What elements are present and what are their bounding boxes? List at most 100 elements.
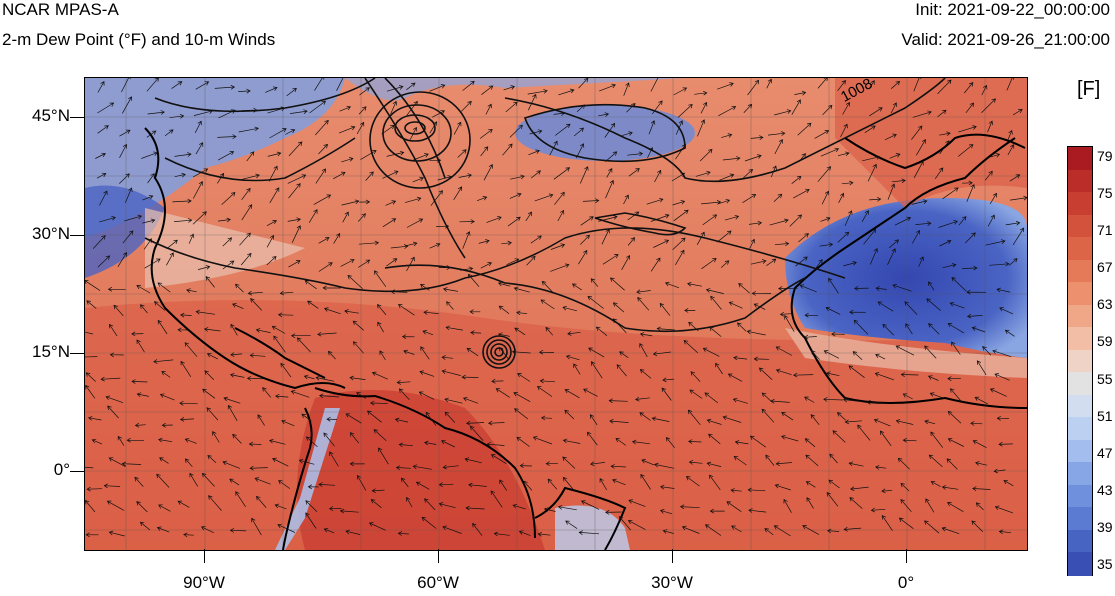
wind-arrow bbox=[490, 454, 507, 464]
wind-arrow bbox=[539, 378, 555, 384]
wind-arrow bbox=[887, 183, 896, 200]
wind-arrow bbox=[164, 129, 174, 137]
wind-arrow bbox=[747, 487, 766, 493]
wind-arrow bbox=[425, 411, 437, 426]
wind-arrow bbox=[453, 121, 462, 135]
wind-arrow bbox=[902, 393, 913, 400]
wind-arrow bbox=[789, 214, 802, 227]
wind-arrow bbox=[540, 299, 555, 310]
wind-arrow bbox=[562, 476, 576, 492]
wind-arrow bbox=[241, 204, 253, 221]
wind-arrow bbox=[897, 457, 910, 470]
wind-arrow bbox=[106, 500, 125, 511]
northern-dry-band bbox=[345, 78, 685, 101]
wind-arrow bbox=[441, 369, 461, 376]
wind-arrow bbox=[837, 231, 850, 243]
wind-arrow bbox=[688, 459, 703, 465]
wind-arrow bbox=[235, 491, 246, 507]
colorbar-segment bbox=[1068, 214, 1092, 239]
wind-arrow bbox=[202, 388, 216, 399]
lat-tick bbox=[70, 117, 84, 118]
wind-arrow bbox=[406, 82, 416, 91]
wind-arrow bbox=[605, 151, 618, 162]
wind-arrow bbox=[136, 501, 148, 513]
wind-arrow bbox=[965, 102, 975, 114]
wind-arrow bbox=[203, 327, 221, 332]
wind-arrow bbox=[462, 231, 471, 249]
wind-arrow bbox=[303, 374, 315, 380]
wind-arrow bbox=[180, 360, 192, 377]
wind-arrow bbox=[821, 190, 830, 205]
wind-arrow bbox=[298, 458, 315, 465]
wind-arrow bbox=[235, 283, 244, 293]
wind-arrow bbox=[131, 379, 148, 384]
wind-arrow bbox=[468, 482, 487, 488]
wind-arrow bbox=[804, 438, 816, 448]
wind-arrow bbox=[457, 149, 467, 158]
wind-arrow bbox=[177, 500, 190, 508]
wind-arrow bbox=[702, 347, 720, 357]
wind-arrow bbox=[470, 330, 482, 335]
wind-arrow bbox=[946, 458, 958, 470]
wind-arrow bbox=[640, 473, 651, 490]
wind-arrow bbox=[998, 529, 1012, 535]
wind-arrow bbox=[153, 359, 174, 364]
wind-arrow bbox=[206, 407, 219, 421]
wind-arrow bbox=[773, 193, 783, 202]
wind-arrow bbox=[915, 221, 932, 226]
wind-arrow bbox=[495, 388, 510, 398]
wind-arrow bbox=[267, 151, 282, 157]
wind-arrow bbox=[892, 283, 912, 292]
wind-arrow bbox=[222, 260, 235, 270]
wind-arrow bbox=[889, 153, 901, 159]
wind-arrow bbox=[440, 439, 455, 448]
wind-arrow bbox=[619, 351, 629, 358]
wind-arrow bbox=[205, 276, 215, 288]
wind-arrow bbox=[941, 485, 959, 490]
wind-arrow bbox=[314, 78, 325, 91]
wind-arrow bbox=[869, 107, 883, 117]
wind-arrow bbox=[844, 419, 863, 425]
wind-arrow bbox=[359, 199, 371, 205]
wind-arrow bbox=[775, 346, 793, 356]
lat-label-15n: 15°N bbox=[32, 342, 70, 361]
wind-arrow bbox=[981, 84, 988, 96]
wind-arrow bbox=[648, 120, 656, 135]
wind-arrow bbox=[778, 286, 798, 291]
wind-arrow bbox=[749, 238, 755, 249]
wind-arrow bbox=[662, 529, 674, 534]
graticule bbox=[85, 78, 1027, 550]
wind-arrow bbox=[652, 351, 671, 357]
wind-arrow bbox=[238, 126, 259, 133]
wind-arrow bbox=[817, 166, 832, 183]
wind-arrow bbox=[709, 326, 722, 337]
wind-arrow bbox=[97, 102, 115, 114]
wind-arrow bbox=[174, 152, 192, 157]
wind-arrow bbox=[957, 144, 974, 157]
wind-arrow bbox=[706, 461, 722, 467]
wind-arrow bbox=[621, 131, 633, 136]
wind-arrow bbox=[987, 120, 994, 133]
wind-arrow bbox=[750, 135, 764, 140]
wind-arrow bbox=[1007, 129, 1013, 141]
wind-arrow bbox=[201, 472, 215, 487]
wind-arrow bbox=[823, 397, 843, 402]
wind-arrow bbox=[85, 532, 99, 538]
wind-arrow bbox=[819, 242, 834, 247]
wind-arrow bbox=[146, 78, 159, 92]
wind-arrow bbox=[206, 353, 219, 360]
wind-arrow bbox=[911, 125, 923, 140]
wind-arrow bbox=[590, 461, 605, 467]
wind-arrow bbox=[179, 400, 198, 406]
wind-arrow bbox=[989, 388, 1007, 397]
wind-arrow bbox=[939, 239, 952, 247]
wind-arrow bbox=[656, 326, 676, 332]
wind-arrow bbox=[837, 79, 846, 92]
wind-arrow bbox=[798, 233, 809, 243]
wind-arrow bbox=[605, 510, 622, 515]
wind-arrow bbox=[108, 530, 125, 537]
wind-arrow bbox=[947, 502, 964, 513]
wind-arrow bbox=[374, 270, 387, 287]
wind-arrow bbox=[344, 309, 359, 314]
wind-arrow bbox=[554, 123, 571, 136]
